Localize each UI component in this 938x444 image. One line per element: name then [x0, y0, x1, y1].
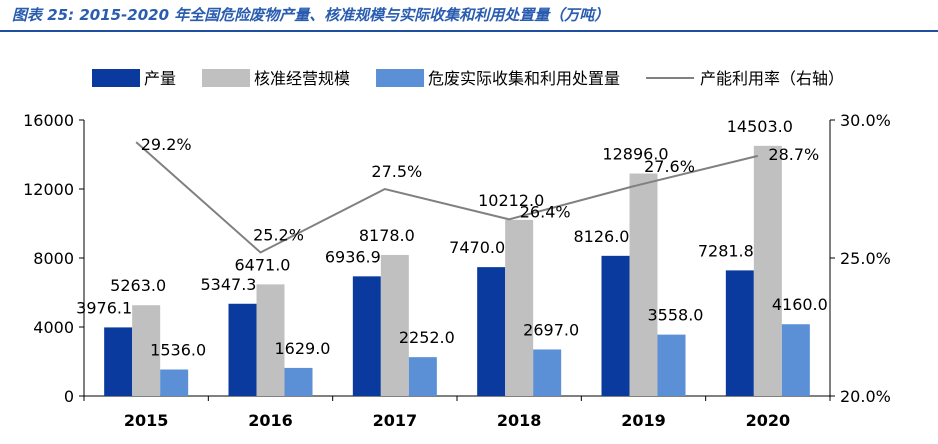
bar-series-1 — [601, 255, 630, 396]
right-axis-tick-label: 30.0% — [840, 111, 891, 130]
x-axis-tick-label: 2015 — [124, 411, 169, 430]
bar-series-3 — [408, 357, 437, 396]
bar-series-2 — [132, 305, 161, 396]
bar-series-2 — [753, 145, 782, 396]
bar-series-3 — [533, 349, 562, 396]
bar-label-series-3: 1536.0 — [150, 341, 206, 360]
bar-series-3 — [160, 369, 189, 396]
bar-label-series-2: 6471.0 — [235, 255, 291, 274]
bar-series-1 — [477, 267, 506, 396]
line-point-label: 29.2% — [141, 135, 192, 154]
bar-label-series-1: 7470.0 — [449, 238, 505, 257]
bar-label-series-2: 8178.0 — [359, 226, 415, 245]
legend-swatch — [202, 69, 251, 87]
legend-label: 核准经营规模 — [254, 69, 350, 88]
caption-divider — [0, 30, 938, 32]
bar-series-2 — [380, 254, 409, 396]
left-axis-tick-label: 16000 — [23, 111, 74, 130]
x-axis-tick-label: 2016 — [248, 411, 293, 430]
legend-label: 产量 — [144, 69, 176, 88]
bar-label-series-2: 5263.0 — [110, 276, 166, 295]
bar-series-2 — [256, 284, 285, 396]
bar-series-2 — [629, 173, 658, 396]
right-axis-tick-label: 20.0% — [840, 387, 891, 406]
bar-series-3 — [781, 324, 810, 396]
bar-label-series-3: 2697.0 — [523, 320, 579, 339]
chart-legend: 产量 核准经营规模 危废实际收集和利用处置量 产能利用率（右轴） — [92, 69, 844, 88]
left-axis-tick-label: 8000 — [33, 249, 74, 268]
line-point-label: 25.2% — [253, 225, 304, 244]
x-axis-tick-label: 2020 — [746, 411, 791, 430]
line-point-label: 27.5% — [371, 162, 422, 181]
line-point-label: 27.6% — [644, 157, 695, 176]
legend-swatch — [376, 69, 425, 87]
legend-label: 产能利用率（右轴） — [700, 69, 844, 88]
legend-label: 危废实际收集和利用处置量 — [428, 69, 620, 88]
chart-marks — [104, 141, 810, 396]
bar-label-series-1: 7281.8 — [698, 241, 754, 260]
legend-swatch — [92, 69, 140, 87]
bar-label-series-3: 2252.0 — [399, 328, 455, 347]
bar-label-series-3: 3558.0 — [648, 306, 704, 325]
left-axis-tick-label: 12000 — [23, 180, 74, 199]
x-axis-tick-label: 2019 — [621, 411, 666, 430]
bar-series-2 — [505, 219, 534, 396]
x-axis-tick-label: 2018 — [497, 411, 542, 430]
bar-label-series-1: 6936.9 — [325, 247, 381, 266]
bar-label-series-1: 3976.1 — [76, 298, 132, 317]
bar-label-series-3: 4160.0 — [772, 295, 828, 314]
line-point-label: 28.7% — [768, 145, 819, 164]
bar-label-series-2: 10212.0 — [478, 191, 544, 210]
chart-data-labels: 3976.1 5347.3 6936.9 7470.0 8126.0 7281.8 5263… — [76, 117, 828, 360]
bar-label-series-2: 12896.0 — [602, 145, 668, 164]
left-axis-tick-label: 4000 — [33, 318, 74, 337]
bar-label-series-2: 14503.0 — [727, 117, 793, 136]
line-point-label: 26.4% — [520, 202, 571, 221]
left-axis-tick-label: 0 — [64, 387, 74, 406]
bar-label-series-1: 5347.3 — [201, 275, 257, 294]
right-axis-tick-label: 25.0% — [840, 249, 891, 268]
bar-series-1 — [352, 276, 381, 396]
chart-caption: 图表 25: 2015-2020 年全国危险废物产量、核准规模与实际收集和利用处… — [12, 6, 610, 24]
bar-label-series-1: 8126.0 — [574, 227, 630, 246]
line-series-utilization — [135, 141, 759, 254]
x-axis-tick-label: 2017 — [373, 411, 418, 430]
bar-series-1 — [228, 303, 257, 396]
chart-axes: 0 4000 8000 12000 16000 20.0% 25.0% 30.0% 2015 20… — [23, 111, 891, 430]
bar-series-3 — [284, 367, 313, 396]
bar-series-1 — [725, 270, 754, 396]
bar-series-1 — [104, 327, 133, 396]
bar-label-series-3: 1629.0 — [275, 339, 331, 358]
bar-series-3 — [657, 334, 686, 396]
